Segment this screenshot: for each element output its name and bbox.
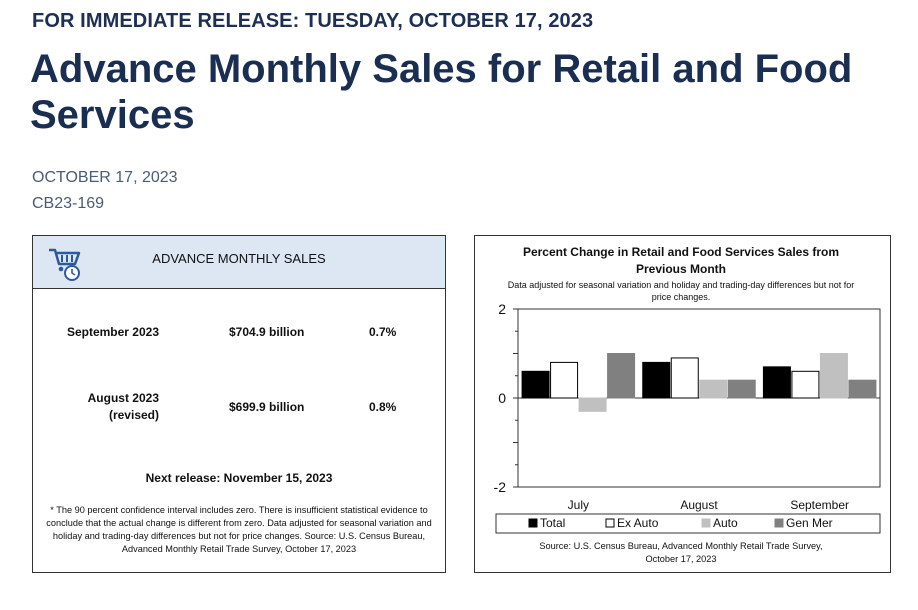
chart-source-line2: October 17, 2023 bbox=[646, 554, 717, 564]
row-amount-august: $699.9 billion bbox=[229, 400, 305, 414]
chart-subtitle-line1: Data adjusted for seasonal variation and… bbox=[508, 280, 855, 290]
x-label-september: September bbox=[790, 498, 849, 512]
row-label-september: September 2023 bbox=[66, 325, 159, 339]
bar-ex-auto-august bbox=[670, 357, 699, 399]
bar-gen-mer-september bbox=[848, 379, 877, 399]
chart-title-line2: Previous Month bbox=[636, 262, 726, 276]
legend-swatch-ex-auto bbox=[605, 518, 615, 528]
release-line: FOR IMMEDIATE RELEASE: TUESDAY, OCTOBER … bbox=[32, 10, 594, 32]
chart-card: Percent Change in Retail and Food Servic… bbox=[474, 235, 891, 573]
y-tick-label: 2 bbox=[498, 301, 506, 317]
page-title: Advance Monthly Sales for Retail and Foo… bbox=[30, 47, 853, 137]
bar-total-july bbox=[521, 370, 550, 399]
bar-gen-mer-july bbox=[607, 353, 636, 399]
card-header: ADVANCE MONTHLY SALES bbox=[33, 236, 445, 289]
legend-swatch-total bbox=[528, 518, 538, 528]
bar-total-august bbox=[642, 361, 671, 399]
chart-subtitle-line2: price changes. bbox=[652, 292, 711, 302]
advance-sales-card: ADVANCE MONTHLY SALES September 2023 $70… bbox=[32, 235, 446, 573]
chart-source-line1: Source: U.S. Census Bureau, Advanced Mon… bbox=[539, 541, 822, 551]
bar-auto-september bbox=[819, 353, 848, 399]
chart-title-line1: Percent Change in Retail and Food Servic… bbox=[523, 245, 839, 259]
bar-auto-july bbox=[578, 397, 607, 412]
card-heading: ADVANCE MONTHLY SALES bbox=[152, 251, 326, 266]
bar-auto-august bbox=[699, 379, 728, 399]
legend-box bbox=[495, 513, 881, 534]
footnote: * The 90 percent confidence interval inc… bbox=[46, 505, 432, 554]
row-label-august: August 2023 bbox=[87, 391, 159, 405]
legend-swatch-auto bbox=[701, 518, 711, 528]
bar-ex-auto-july bbox=[550, 361, 579, 399]
row-change-august: 0.8% bbox=[369, 400, 397, 414]
bar-total-september bbox=[762, 366, 791, 399]
x-label-august: August bbox=[680, 498, 718, 512]
legend-swatch-gen-mer bbox=[774, 518, 784, 528]
legend-label-total: Total bbox=[540, 516, 565, 530]
y-tick-label: -2 bbox=[494, 479, 507, 495]
row-change-september: 0.7% bbox=[369, 325, 397, 339]
release-date: OCTOBER 17, 2023 bbox=[32, 169, 178, 186]
row-label-august-revised: (revised) bbox=[108, 408, 159, 422]
shopping-cart-clock-icon bbox=[49, 248, 81, 281]
bar-gen-mer-august bbox=[727, 379, 756, 399]
legend-label-ex-auto: Ex Auto bbox=[617, 516, 659, 530]
release-number: CB23-169 bbox=[32, 195, 105, 212]
row-amount-september: $704.9 billion bbox=[229, 325, 305, 339]
next-release: Next release: November 15, 2023 bbox=[145, 471, 333, 485]
x-label-july: July bbox=[568, 498, 589, 512]
legend-label-gen-mer: Gen Mer bbox=[786, 516, 833, 530]
legend-label-auto: Auto bbox=[713, 516, 738, 530]
percent-change-chart: Percent Change in Retail and Food Servic… bbox=[494, 245, 881, 564]
y-tick-label: 0 bbox=[498, 390, 506, 406]
bar-ex-auto-september bbox=[791, 370, 820, 399]
